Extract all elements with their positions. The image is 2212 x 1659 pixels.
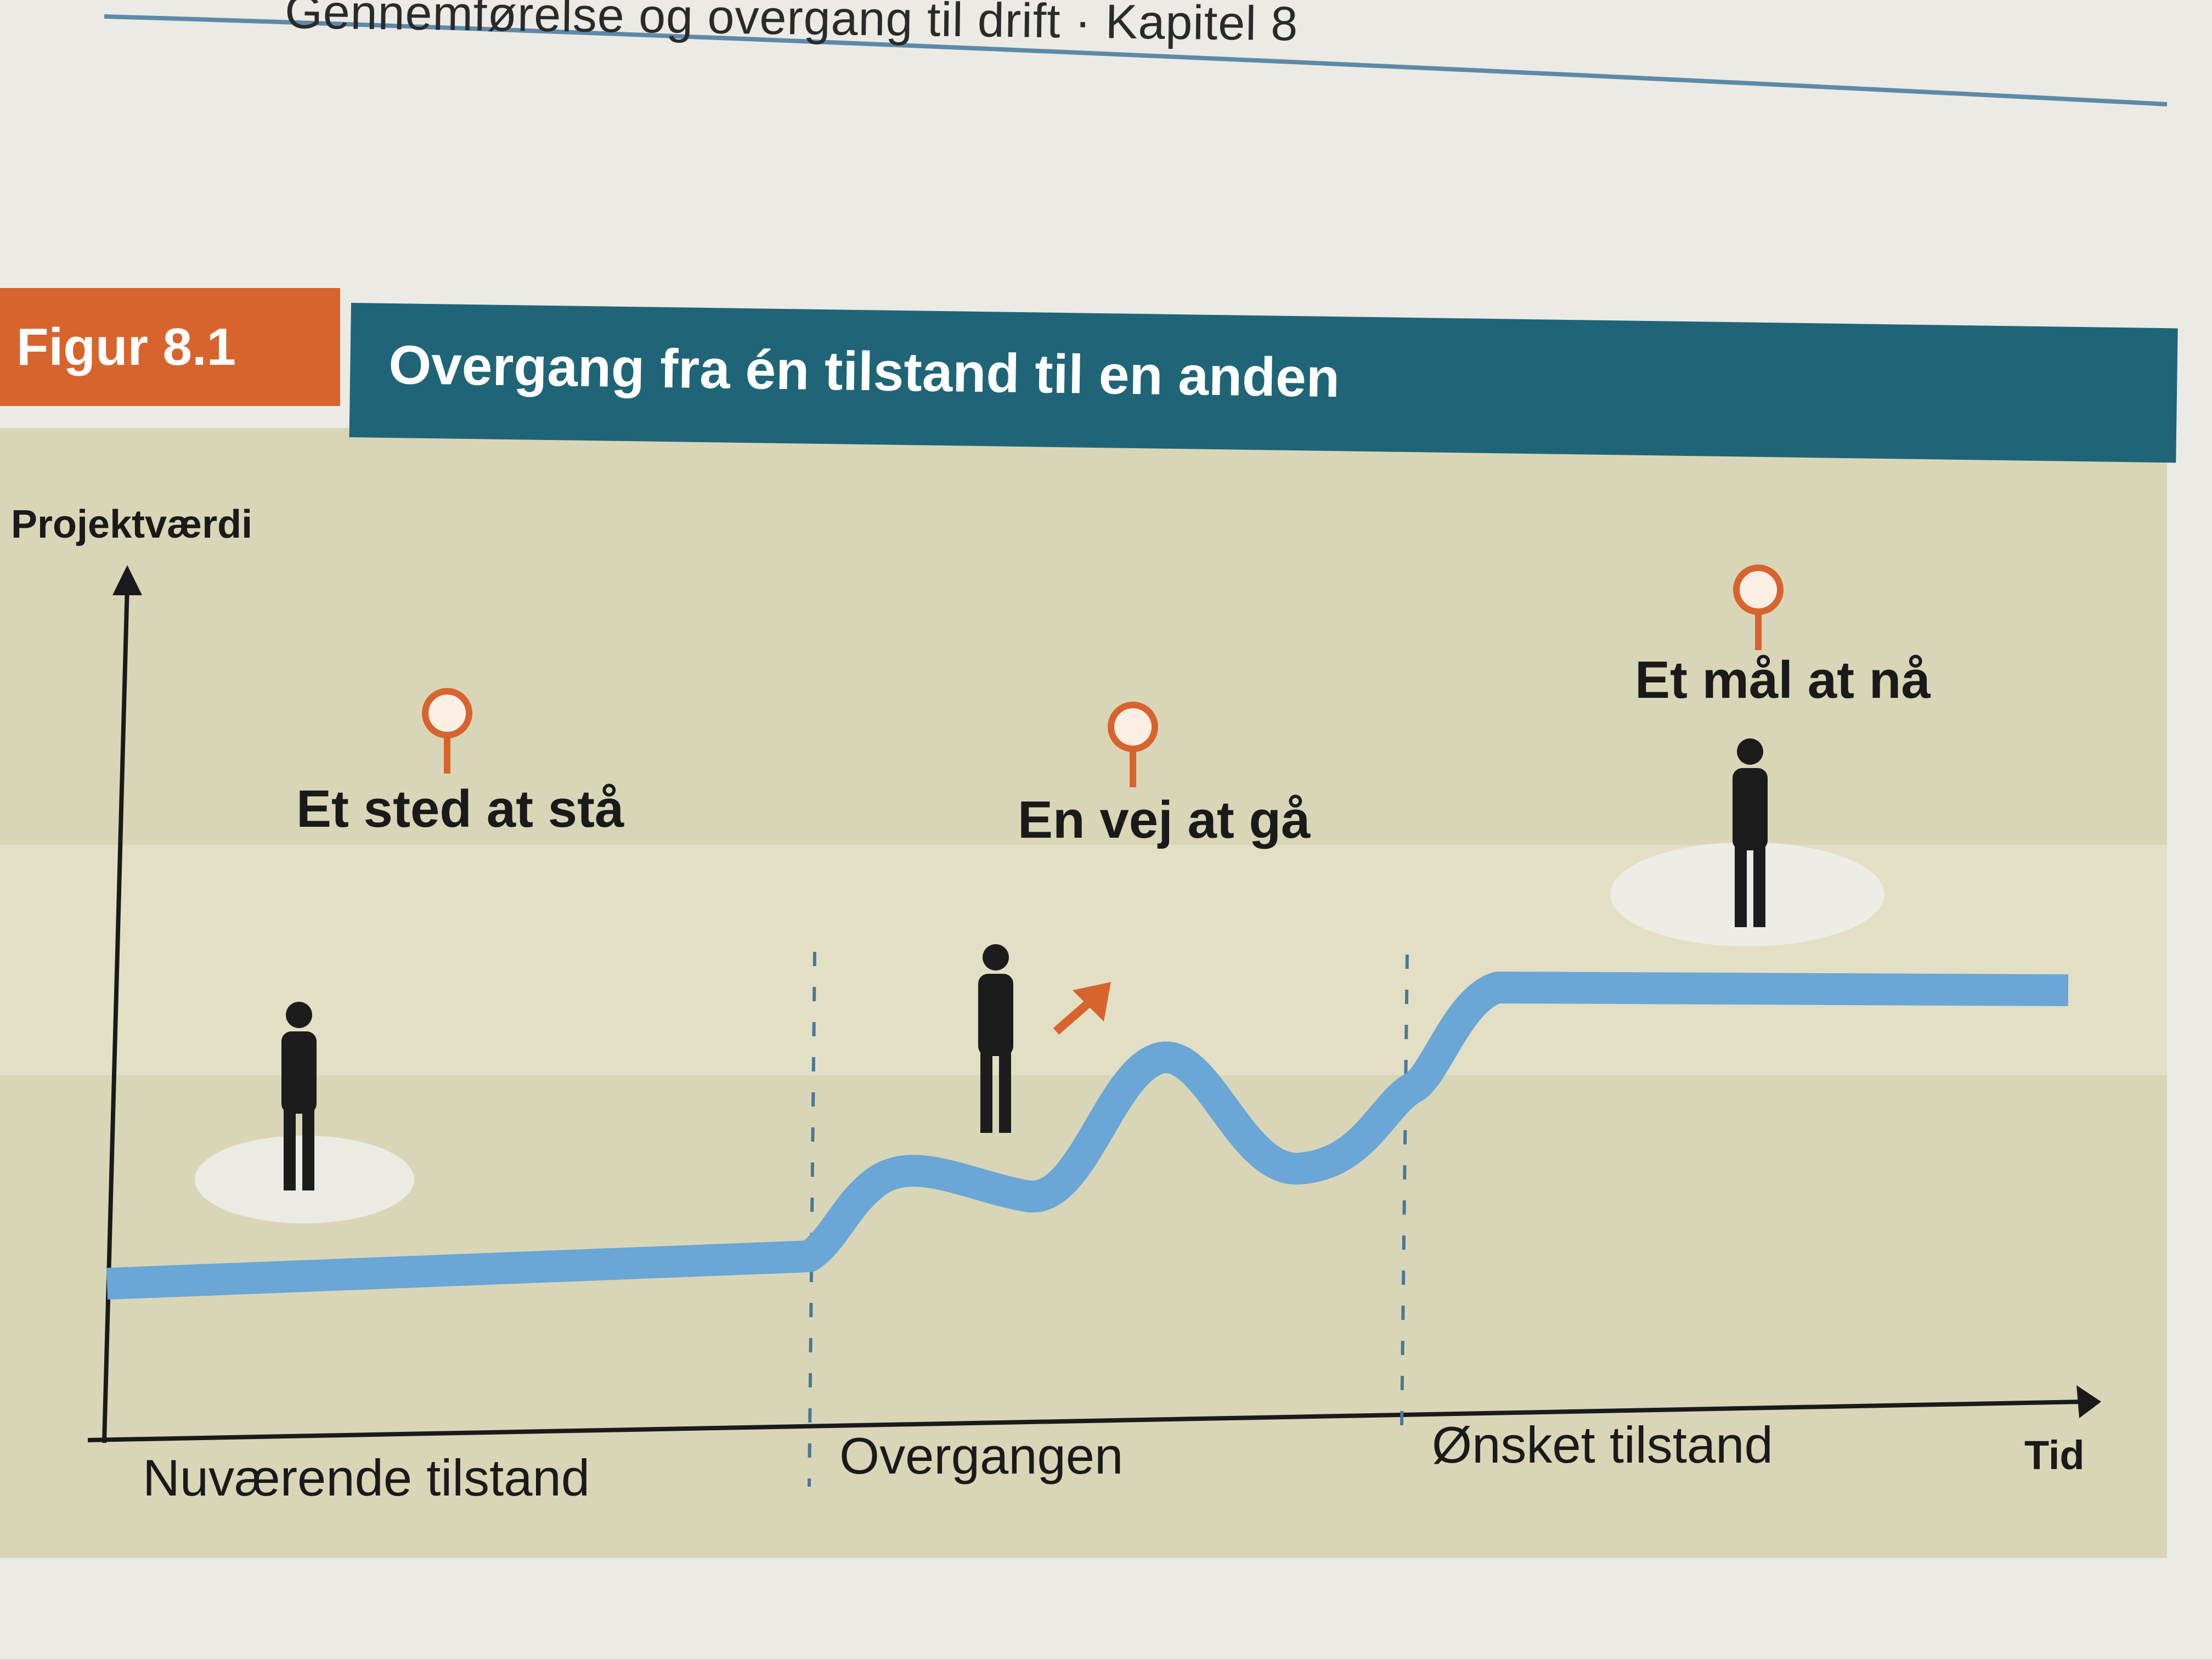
figure-label: Figur 8.1	[0, 288, 340, 406]
phase-divider-2	[1400, 954, 1409, 1427]
location-pin-icon	[1108, 702, 1158, 787]
location-pin-icon	[1733, 565, 1784, 650]
stage-title-2: En vej at gå	[1018, 791, 1311, 849]
value-path	[106, 972, 2069, 1300]
phase-label-2: Overgangen	[839, 1427, 1124, 1485]
x-axis-arrow-icon	[2076, 1385, 2101, 1418]
y-axis	[102, 584, 129, 1443]
y-axis-title: Projektværdi	[11, 503, 253, 546]
person-icon	[1733, 738, 1768, 927]
stage-title-1: Et sted at stå	[296, 780, 624, 838]
x-axis-title: Tid	[2024, 1432, 2085, 1478]
ground-ellipse-3	[1610, 842, 1884, 946]
person-icon	[978, 944, 1013, 1133]
phase-label-3: Ønsket tilstand	[1432, 1416, 1773, 1474]
stage-title-3: Et mål at nå	[1635, 651, 1931, 709]
phase-label-1: Nuværende tilstand	[143, 1449, 590, 1506]
arrow-up-right-icon	[1053, 982, 1111, 1035]
y-axis-arrow-icon	[112, 565, 142, 595]
person-icon	[281, 1002, 317, 1190]
location-pin-icon	[422, 688, 472, 774]
x-axis	[87, 1400, 2085, 1442]
